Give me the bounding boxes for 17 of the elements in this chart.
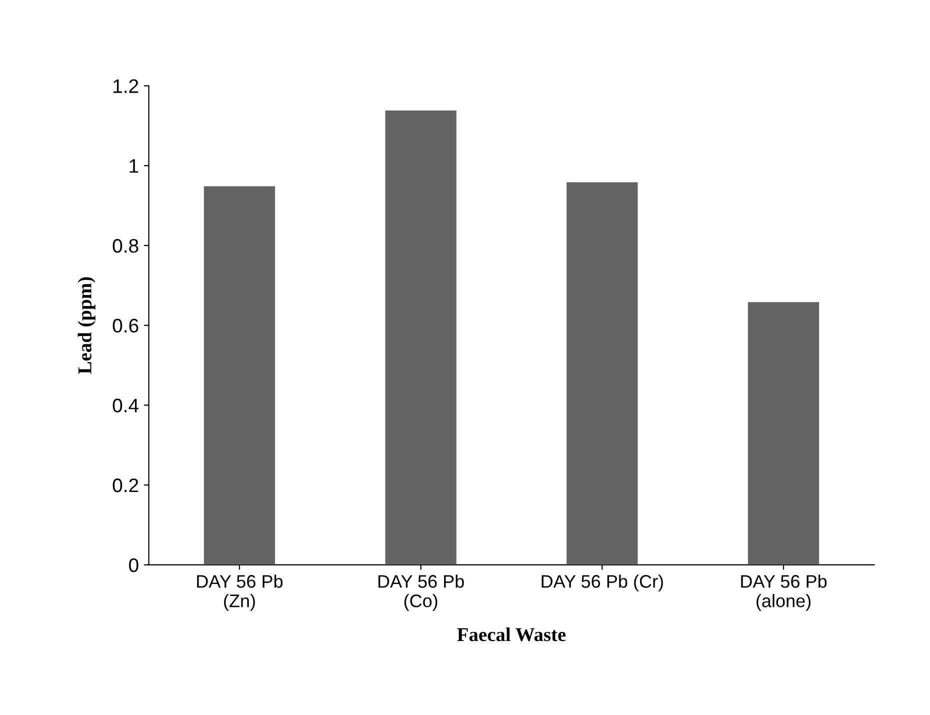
y-tick-label: 1.2: [114, 79, 138, 93]
bar: [565, 180, 640, 565]
x-tick-label: DAY 56 Pb (Co): [378, 574, 464, 611]
x-axis-title: Faecal Waste: [457, 628, 566, 642]
bar: [384, 109, 458, 565]
y-tick-label: 0.8: [112, 238, 138, 253]
x-tick-label: DAY 56 Pb (Cr): [542, 574, 663, 592]
y-tick-label: 0.2: [112, 478, 138, 492]
y-axis-title: Lead (ppm): [78, 277, 96, 374]
y-tick-label: 1: [130, 159, 138, 173]
y-tick-label: 0.6: [112, 318, 138, 333]
y-tick-label: 0: [129, 558, 138, 572]
y-tick-label: 0.4: [112, 398, 139, 412]
bar: [746, 300, 820, 565]
bar: [202, 184, 276, 565]
x-tick-label: DAY 56 Pb (alone): [741, 574, 827, 611]
x-tick-label: DAY 56 Pb (Zn): [197, 574, 283, 611]
